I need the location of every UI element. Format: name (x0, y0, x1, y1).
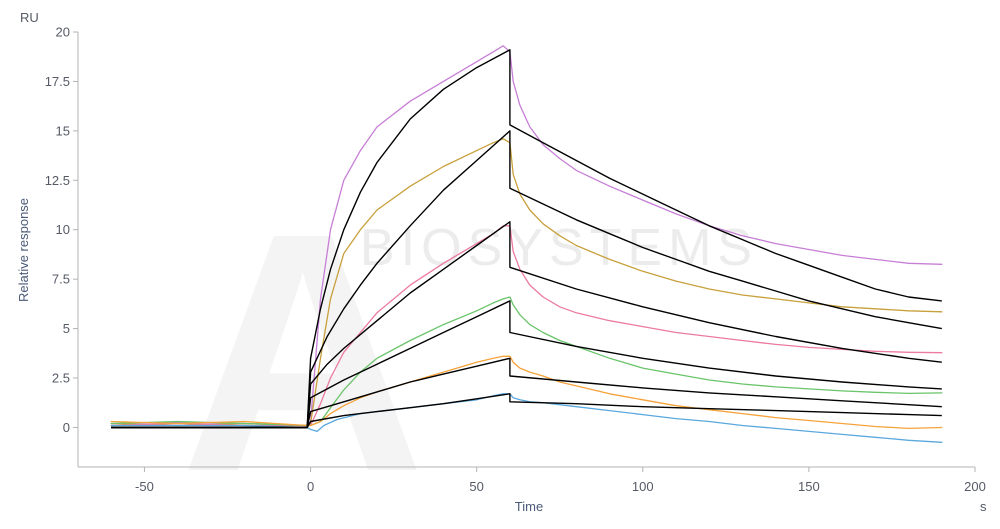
fit-line-6 (111, 393, 942, 429)
y-ticks: 0 2.5 5 7.5 10 12.5 15 17.5 20 (45, 25, 78, 435)
x-unit-label: s (980, 499, 987, 514)
y-tick-label: 15 (56, 123, 70, 138)
y-unit-label: RU (20, 10, 39, 25)
y-tick-label: 0 (63, 420, 70, 435)
x-tick-label: 100 (632, 479, 654, 494)
fit-line-2 (111, 130, 942, 429)
fit-line-3 (111, 221, 942, 429)
series-line-6 (110, 393, 943, 443)
y-tick-label: 7.5 (52, 272, 70, 287)
y-tick-label: 12.5 (45, 173, 70, 188)
y-tick-label: 10 (56, 222, 70, 237)
watermark: A BIOSYSTEMS (180, 163, 758, 529)
x-tick-label: 50 (469, 479, 483, 494)
x-ticks: -50 0 50 100 150 200 (135, 467, 986, 494)
x-axis-title: Time (515, 499, 543, 514)
series-line-4 (110, 296, 943, 427)
x-tick-label: 0 (307, 479, 314, 494)
series-line-3 (110, 225, 943, 427)
y-tick-label: 17.5 (45, 74, 70, 89)
series-layer (110, 45, 943, 443)
fit-line-1 (111, 49, 942, 429)
fit-layer (111, 49, 942, 429)
y-tick-label: 20 (56, 25, 70, 40)
y-tick-label: 2.5 (52, 371, 70, 386)
x-tick-label: 200 (964, 479, 986, 494)
axes (77, 32, 975, 468)
watermark-letter: A (180, 163, 426, 529)
fit-line-4 (111, 300, 942, 429)
y-tick-label: 5 (63, 321, 70, 336)
series-line-1 (110, 45, 943, 427)
series-line-2 (110, 138, 943, 427)
fit-line-5 (111, 357, 942, 429)
x-tick-label: -50 (135, 479, 154, 494)
y-axis-title: Relative response (16, 198, 31, 302)
x-tick-label: 150 (798, 479, 820, 494)
watermark-text: BIOSYSTEMS (360, 219, 758, 277)
